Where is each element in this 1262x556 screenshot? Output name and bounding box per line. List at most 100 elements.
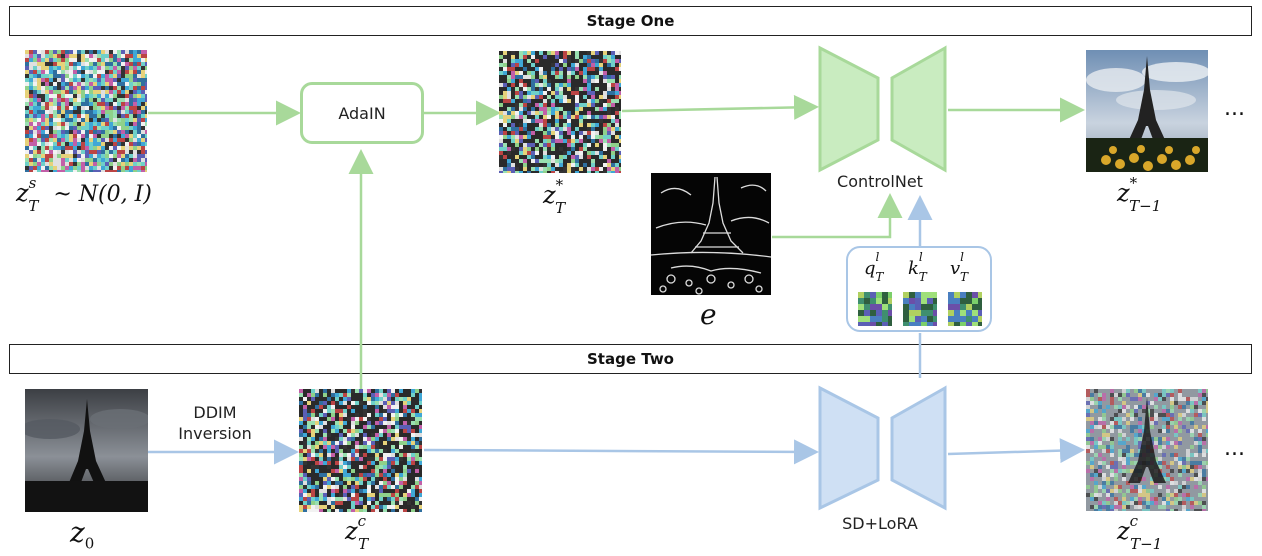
noise-pixel bbox=[359, 409, 363, 413]
noise-pixel bbox=[319, 405, 323, 409]
noise-pixel bbox=[595, 131, 599, 135]
noise-pixel bbox=[339, 421, 343, 425]
noise-pixel bbox=[1182, 437, 1186, 441]
noise-pixel bbox=[415, 429, 419, 433]
noise-pixel bbox=[343, 477, 347, 481]
noise-pixel bbox=[351, 497, 355, 501]
noise-pixel bbox=[1110, 465, 1114, 469]
noise-pixel bbox=[407, 481, 411, 485]
noise-pixel bbox=[523, 119, 527, 123]
noise-pixel bbox=[117, 138, 121, 142]
noise-pixel bbox=[1150, 389, 1154, 393]
noise-pixel bbox=[141, 70, 145, 74]
noise-pixel bbox=[33, 162, 37, 166]
noise-pixel bbox=[81, 74, 85, 78]
noise-pixel bbox=[571, 159, 575, 163]
noise-pixel bbox=[1194, 389, 1198, 393]
patch-pixel bbox=[933, 304, 937, 310]
noise-pixel bbox=[109, 122, 113, 126]
noise-pixel bbox=[85, 90, 89, 94]
noise-pixel bbox=[1094, 505, 1098, 509]
noise-pixel bbox=[535, 155, 539, 159]
noise-pixel bbox=[1102, 441, 1106, 445]
noise-pixel bbox=[1186, 457, 1190, 461]
noise-pixel bbox=[319, 393, 323, 397]
noise-pixel bbox=[383, 457, 387, 461]
noise-pixel bbox=[1126, 489, 1130, 493]
noise-pixel bbox=[571, 91, 575, 95]
noise-pixel bbox=[379, 393, 383, 397]
noise-pixel bbox=[359, 445, 363, 449]
noise-pixel bbox=[335, 485, 339, 489]
noise-pixel bbox=[1190, 461, 1194, 465]
noise-pixel bbox=[1106, 489, 1110, 493]
noise-pixel bbox=[299, 505, 303, 509]
noise-pixel bbox=[1202, 401, 1206, 405]
noise-pixel bbox=[595, 87, 599, 91]
noise-pixel bbox=[1102, 473, 1106, 477]
noise-pixel bbox=[1190, 445, 1194, 449]
noise-pixel bbox=[303, 501, 307, 505]
noise-pixel bbox=[1086, 429, 1090, 433]
noise-pixel bbox=[539, 163, 543, 167]
noise-pixel bbox=[383, 429, 387, 433]
noise-pixel bbox=[1154, 397, 1158, 401]
noise-pixel bbox=[411, 441, 415, 445]
noise-pixel bbox=[53, 170, 57, 172]
noise-pixel bbox=[1198, 489, 1202, 493]
noise-pixel bbox=[343, 401, 347, 405]
noise-pixel bbox=[527, 67, 531, 71]
noise-pixel bbox=[615, 167, 619, 171]
noise-pixel bbox=[559, 155, 563, 159]
noise-pixel bbox=[1170, 449, 1174, 453]
noise-pixel bbox=[1182, 465, 1186, 469]
noise-pixel bbox=[1114, 393, 1118, 397]
noise-pixel bbox=[105, 86, 109, 90]
noise-pixel bbox=[37, 90, 41, 94]
noise-pixel bbox=[93, 94, 97, 98]
noise-pixel bbox=[29, 74, 33, 78]
noise-pixel bbox=[591, 63, 595, 67]
noise-pixel bbox=[49, 118, 53, 122]
noise-pixel bbox=[1162, 393, 1166, 397]
noise-pixel bbox=[1122, 461, 1126, 465]
noise-pixel bbox=[77, 54, 81, 58]
noise-pixel bbox=[551, 163, 555, 167]
noise-pixel bbox=[1122, 413, 1126, 417]
noise-pixel bbox=[351, 433, 355, 437]
noise-pixel bbox=[1170, 389, 1174, 393]
noise-pixel bbox=[1186, 393, 1190, 397]
noise-pixel bbox=[391, 485, 395, 489]
noise-pixel bbox=[559, 147, 563, 151]
noise-pixel bbox=[591, 51, 595, 55]
noise-pixel bbox=[1110, 477, 1114, 481]
noise-pixel bbox=[1090, 445, 1094, 449]
noise-pixel bbox=[1186, 469, 1190, 473]
noise-pixel bbox=[1098, 469, 1102, 473]
noise-pixel bbox=[117, 122, 121, 126]
noise-pixel bbox=[41, 142, 45, 146]
noise-pixel bbox=[129, 74, 133, 78]
noise-pixel bbox=[619, 171, 621, 173]
noise-pixel bbox=[307, 393, 311, 397]
noise-pixel bbox=[523, 111, 527, 115]
noise-pixel bbox=[1174, 453, 1178, 457]
noise-pixel bbox=[77, 122, 81, 126]
noise-pixel bbox=[125, 170, 129, 172]
noise-pixel bbox=[121, 138, 125, 142]
noise-pixel bbox=[503, 119, 507, 123]
noise-pixel bbox=[141, 138, 145, 142]
noise-pixel bbox=[73, 114, 77, 118]
noise-pixel bbox=[97, 106, 101, 110]
noise-pixel bbox=[45, 94, 49, 98]
noise-pixel bbox=[69, 110, 73, 114]
noise-pixel bbox=[129, 154, 133, 158]
noise-pixel bbox=[1110, 413, 1114, 417]
noise-pixel bbox=[1138, 509, 1142, 511]
noise-pixel bbox=[45, 62, 49, 66]
noise-pixel bbox=[141, 166, 145, 170]
noise-pixel bbox=[81, 78, 85, 82]
noise-pixel bbox=[1186, 397, 1190, 401]
noise-pixel bbox=[49, 130, 53, 134]
noise-pixel bbox=[1194, 449, 1198, 453]
